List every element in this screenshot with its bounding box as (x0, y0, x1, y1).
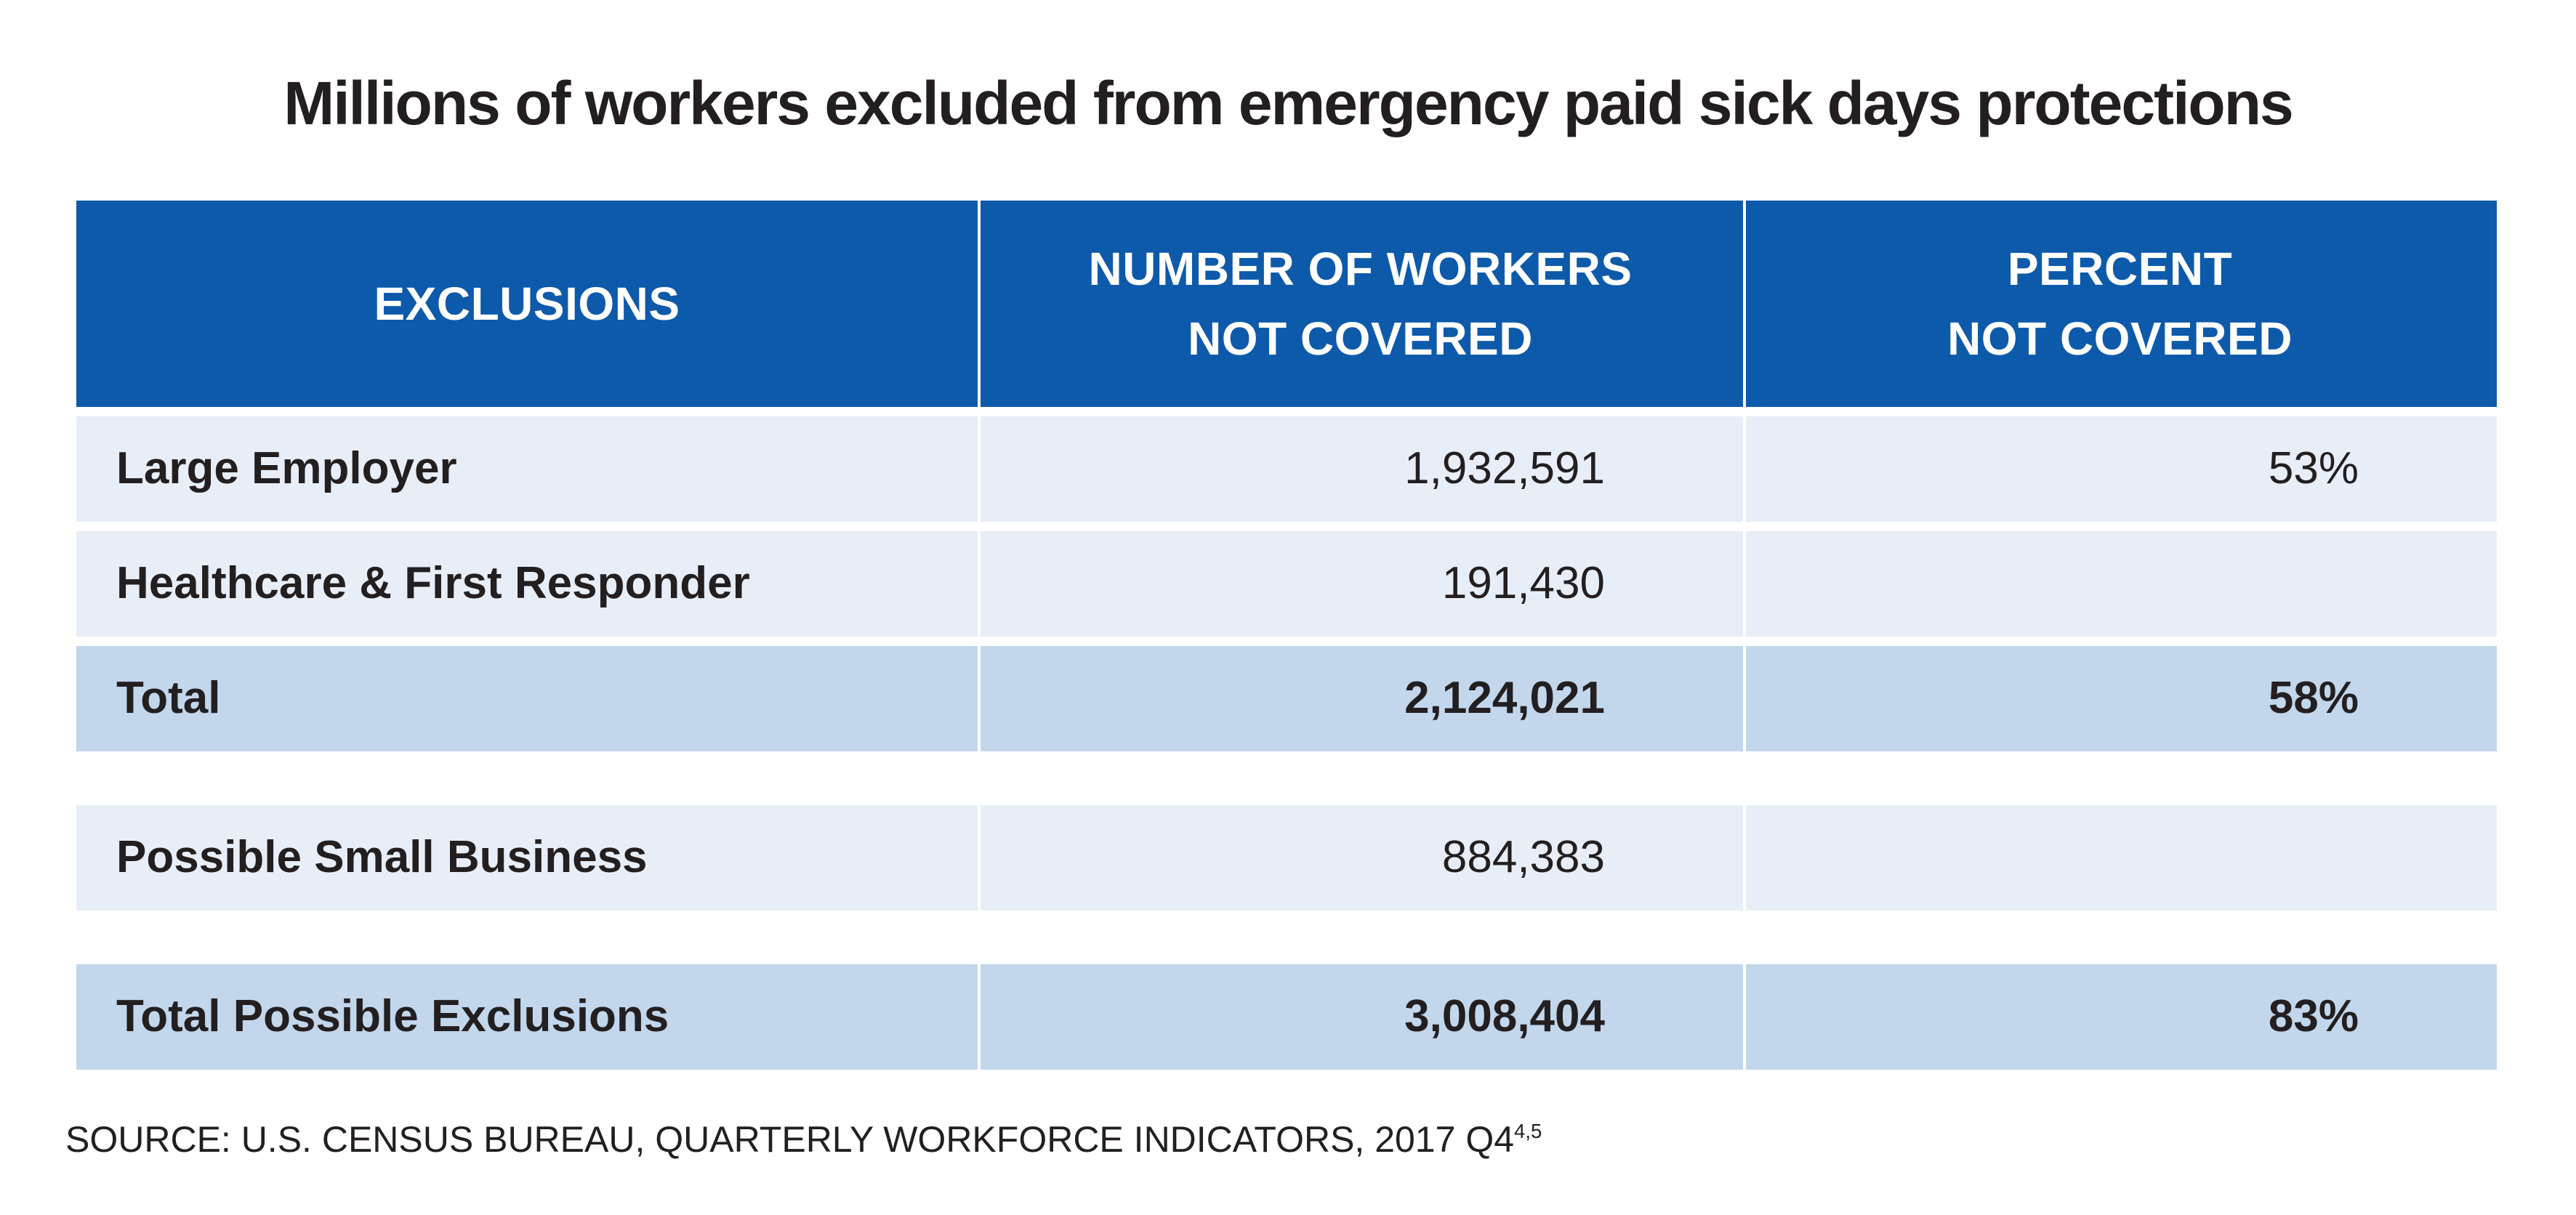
table-row-possible-small-business: Possible Small Business 884,383 (76, 805, 2497, 911)
row-percent-value (1743, 531, 2497, 637)
row-workers-value: 884,383 (1441, 832, 1605, 883)
row-label: Possible Small Business (116, 832, 648, 883)
table-header-row: EXCLUSIONS NUMBER OF WORKERS NOT COVERED… (76, 201, 2497, 407)
row-percent-value: 53% (2268, 443, 2359, 494)
row-workers-value: 3,008,404 (1404, 991, 1605, 1042)
row-label: Total (116, 673, 221, 724)
header-cell-workers-not-covered: NUMBER OF WORKERS NOT COVERED (1088, 243, 1633, 365)
footnote-superscript: 4,5 (1514, 1119, 1542, 1142)
header-cell-exclusions: EXCLUSIONS (374, 278, 680, 330)
row-percent-value: 58% (2268, 673, 2359, 724)
row-label: Total Possible Exclusions (116, 991, 669, 1042)
row-workers-value: 2,124,021 (1404, 673, 1605, 724)
header-cell-percent-not-covered: PERCENT NOT COVERED (1947, 243, 2293, 365)
table-row-total-possible-exclusions: Total Possible Exclusions 3,008,404 83% (76, 964, 2497, 1070)
row-label: Healthcare & First Responder (116, 558, 750, 609)
row-workers-value: 1,932,591 (1404, 443, 1605, 494)
row-workers-value: 191,430 (1441, 558, 1605, 609)
row-percent-value (1743, 805, 2497, 911)
table-row-large-employer: Large Employer 1,932,591 53% (76, 416, 2497, 522)
page-title: Millions of workers excluded from emerge… (0, 70, 2576, 137)
source-note: SOURCE: U.S. CENSUS BUREAU, QUARTERLY WO… (65, 1118, 1542, 1161)
row-percent-value: 83% (2268, 991, 2359, 1042)
source-note-text: SOURCE: U.S. CENSUS BUREAU, QUARTERLY WO… (65, 1119, 1515, 1160)
page-title-text: Millions of workers excluded from emerge… (283, 69, 2294, 137)
table-row-total: Total 2,124,021 58% (76, 646, 2497, 751)
table-row-healthcare-first-responder: Healthcare & First Responder 191,430 (76, 531, 2497, 637)
data-table: EXCLUSIONS NUMBER OF WORKERS NOT COVERED… (76, 201, 2497, 1070)
row-label: Large Employer (116, 443, 457, 494)
